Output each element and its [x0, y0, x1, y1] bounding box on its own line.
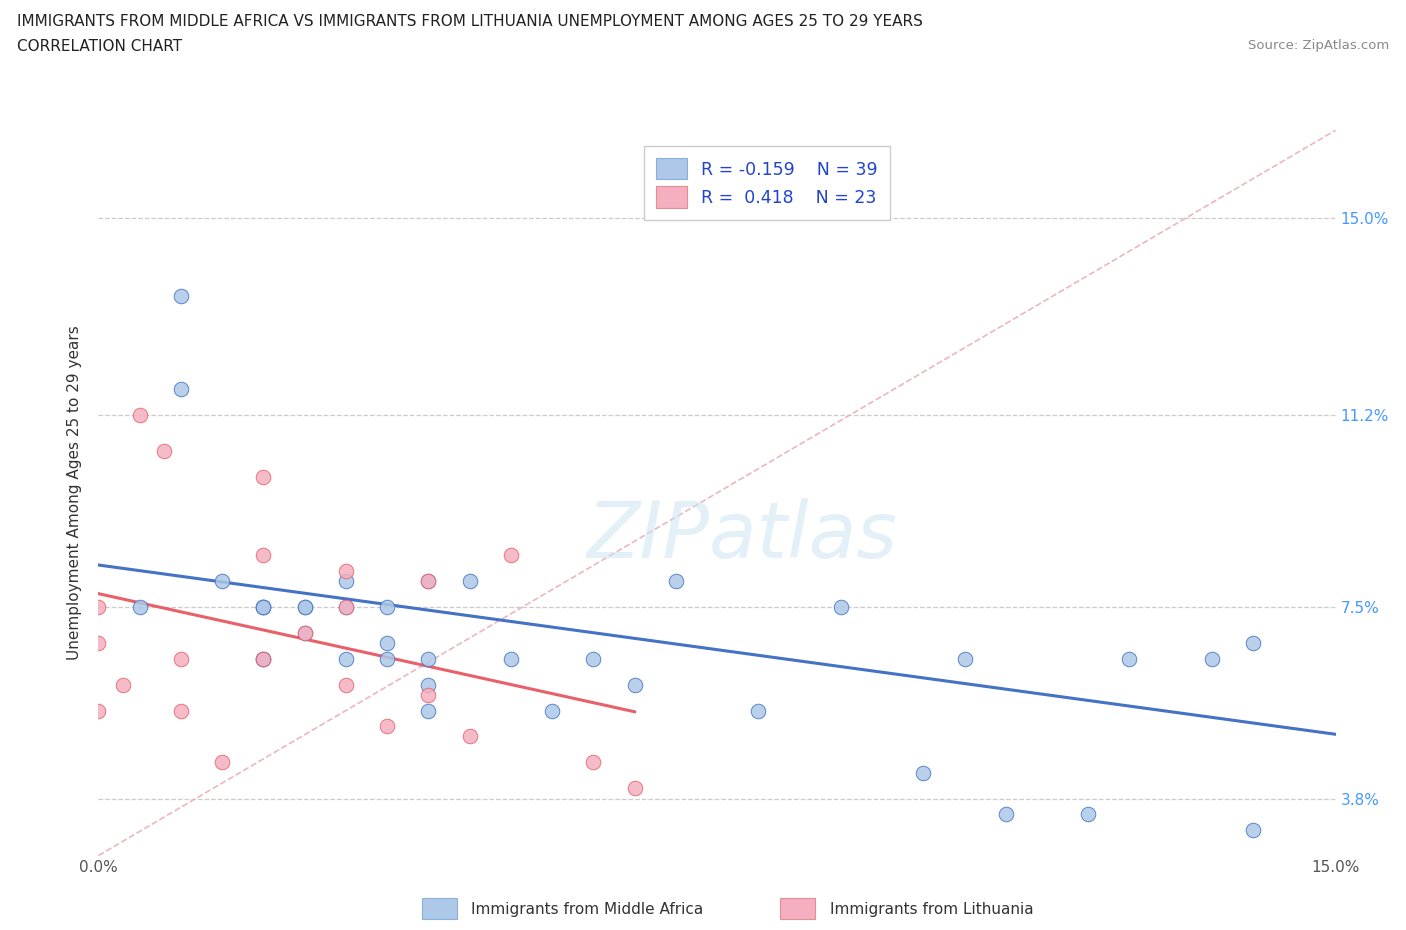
Point [87, 703, 110, 718]
Point [994, 806, 1017, 821]
Point [418, 687, 440, 702]
Point [252, 600, 274, 615]
Point [418, 703, 440, 718]
Point [252, 651, 274, 666]
Point [128, 407, 150, 422]
Point [418, 677, 440, 692]
Text: Immigrants from Middle Africa: Immigrants from Middle Africa [471, 902, 703, 917]
Point [458, 574, 481, 589]
Text: CORRELATION CHART: CORRELATION CHART [17, 39, 181, 54]
Point [252, 470, 274, 485]
Point [335, 677, 357, 692]
Point [375, 636, 398, 651]
Point [830, 600, 852, 615]
Point [170, 651, 193, 666]
Point [252, 651, 274, 666]
Point [170, 288, 193, 303]
Point [375, 651, 398, 666]
Point [128, 600, 150, 615]
Point [1241, 636, 1264, 651]
Point [252, 651, 274, 666]
Point [541, 703, 564, 718]
Point [335, 574, 357, 589]
Point [1118, 651, 1140, 666]
Point [499, 651, 522, 666]
Y-axis label: Unemployment Among Ages 25 to 29 years: Unemployment Among Ages 25 to 29 years [67, 326, 83, 660]
Point [582, 755, 605, 770]
Point [499, 548, 522, 563]
Point [294, 600, 316, 615]
Point [294, 625, 316, 640]
Point [747, 703, 769, 718]
Point [789, 159, 811, 174]
Point [87, 600, 110, 615]
Point [170, 382, 193, 397]
Point [170, 703, 193, 718]
Point [375, 719, 398, 734]
Point [418, 651, 440, 666]
Text: ZIPatlas: ZIPatlas [586, 498, 897, 575]
Point [375, 600, 398, 615]
Point [252, 548, 274, 563]
Text: Source: ZipAtlas.com: Source: ZipAtlas.com [1249, 39, 1389, 52]
Point [912, 765, 935, 780]
Point [153, 444, 176, 458]
Legend: R = -0.159    N = 39, R =  0.418    N = 23: R = -0.159 N = 39, R = 0.418 N = 23 [644, 146, 890, 219]
Point [953, 651, 976, 666]
Text: IMMIGRANTS FROM MIDDLE AFRICA VS IMMIGRANTS FROM LITHUANIA UNEMPLOYMENT AMONG AG: IMMIGRANTS FROM MIDDLE AFRICA VS IMMIGRA… [17, 14, 922, 29]
Text: Immigrants from Lithuania: Immigrants from Lithuania [830, 902, 1033, 917]
Point [252, 600, 274, 615]
Point [294, 600, 316, 615]
Point [623, 781, 645, 796]
Point [418, 574, 440, 589]
Point [1077, 806, 1099, 821]
Point [211, 755, 233, 770]
Point [418, 574, 440, 589]
Point [252, 600, 274, 615]
Point [87, 636, 110, 651]
Point [335, 564, 357, 578]
Point [335, 651, 357, 666]
Point [582, 651, 605, 666]
Point [1201, 651, 1223, 666]
Point [665, 574, 688, 589]
Point [458, 729, 481, 744]
Point [335, 600, 357, 615]
Point [112, 677, 135, 692]
Point [211, 574, 233, 589]
Point [294, 625, 316, 640]
Point [335, 600, 357, 615]
Point [1241, 822, 1264, 837]
Point [623, 677, 645, 692]
